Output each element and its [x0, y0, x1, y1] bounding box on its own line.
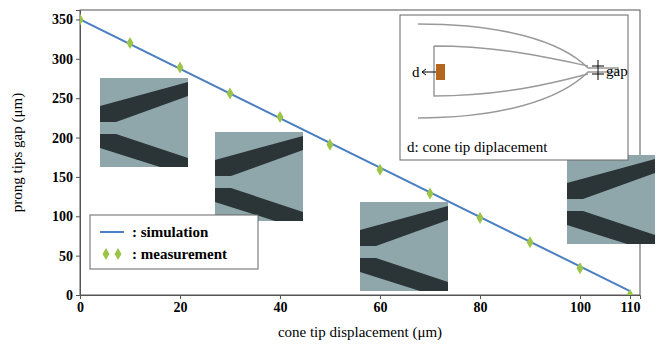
plot-frame	[80, 10, 640, 295]
tick: 150	[52, 170, 80, 185]
tick-mark	[180, 295, 181, 299]
tick: 100	[52, 209, 80, 224]
tick: 350	[52, 12, 80, 27]
photo-background	[567, 155, 655, 244]
photo-prong	[100, 134, 188, 167]
tick: 40	[274, 295, 288, 315]
tick-label: 100	[52, 209, 73, 224]
photo-prong	[567, 211, 655, 244]
measurement-point	[377, 164, 384, 176]
tick-label: 60	[374, 300, 388, 315]
photo-inset	[360, 202, 448, 291]
photo-prong	[215, 136, 303, 176]
tick-label: 40	[274, 300, 288, 315]
axis-line	[76, 11, 81, 296]
tick-mark	[76, 138, 80, 139]
annotation: d: cone tip diplacement	[407, 139, 548, 155]
cone-tip	[436, 64, 445, 80]
chart: 0 20 40 60 80 100 110 0 50 100 150 200 250 300 350 cone…	[0, 0, 660, 347]
tick-label: 110	[620, 300, 640, 315]
tick-label: 250	[52, 91, 73, 106]
tick: 50	[59, 249, 80, 264]
inset-outline	[418, 24, 618, 118]
tick-mark	[76, 98, 80, 99]
legend-label: : simulation	[132, 224, 209, 240]
tick-mark	[76, 216, 80, 217]
photo-background	[215, 132, 303, 221]
photo-background	[100, 78, 188, 167]
tick: 0	[77, 295, 84, 315]
tick-mark	[76, 19, 80, 20]
arrow	[422, 69, 436, 75]
tick-mark	[630, 295, 631, 299]
tick-mark	[76, 59, 80, 60]
tick: 100	[570, 295, 591, 315]
y-axis-title: prong tips gap (μm)	[9, 93, 26, 212]
tick-label: 350	[52, 12, 73, 27]
measurement-point	[127, 37, 134, 49]
photo-prong	[360, 206, 448, 246]
tick-label: 0	[66, 288, 73, 303]
y-axis: 0 50 100 150 200 250 300 350	[52, 11, 81, 303]
plot: 0 20 40 60 80 100 110 0 50 100 150 200 250 300 350	[52, 10, 641, 315]
legend-swatch	[100, 231, 124, 233]
photo-prong	[567, 159, 655, 199]
tick-mark	[76, 295, 80, 296]
tick-mark	[480, 295, 481, 299]
tick-label: 300	[52, 52, 73, 67]
tick-label: 20	[174, 300, 188, 315]
tick-label: 100	[570, 300, 591, 315]
data-layer	[80, 13, 633, 295]
measurement-point	[577, 262, 584, 274]
legend-swatch	[115, 248, 122, 260]
tick: 250	[52, 91, 80, 106]
tick: 20	[174, 295, 188, 315]
tick-label: 80	[474, 300, 488, 315]
legend-label: : measurement	[132, 246, 227, 262]
legend: : simulation : measurement	[90, 215, 258, 269]
legend-frame	[90, 215, 258, 269]
tick-label: 0	[77, 300, 84, 315]
photo-inset	[100, 78, 188, 167]
tick-label: 150	[52, 170, 73, 185]
tick: 80	[474, 295, 488, 315]
annotation: d	[412, 64, 420, 80]
inset-outline	[434, 46, 588, 96]
measurement-point	[477, 212, 484, 224]
tick: 0	[66, 288, 80, 303]
measurement-point	[80, 13, 83, 25]
measurement-point	[627, 289, 634, 295]
x-axis: 0 20 40 60 80 100 110	[77, 295, 641, 315]
legend-swatch	[103, 248, 110, 260]
measurement-point	[327, 139, 334, 151]
measurement-point	[427, 187, 434, 199]
axis-line	[81, 296, 641, 300]
photo-background	[360, 202, 448, 291]
tick-mark	[380, 295, 381, 299]
schematic-inset	[400, 15, 628, 160]
tick: 200	[52, 131, 80, 146]
gap-marker	[592, 60, 604, 80]
tick-mark	[76, 256, 80, 257]
photo-prong	[100, 82, 188, 122]
tick-mark	[280, 295, 281, 299]
measurement-point	[277, 111, 284, 123]
tick-label: 200	[52, 131, 73, 146]
measurement-point	[177, 61, 184, 73]
tick: 60	[374, 295, 388, 315]
measurement-point	[227, 87, 234, 99]
photo-inset	[567, 155, 655, 244]
photo-inset	[215, 132, 303, 221]
tick-mark	[580, 295, 581, 299]
inset-frame	[400, 15, 628, 160]
annotation: gap	[606, 63, 628, 79]
x-axis-title: cone tip displacement (μm)	[278, 324, 442, 341]
tick: 300	[52, 52, 80, 67]
measurement-point	[527, 236, 534, 248]
tick-label: 50	[59, 249, 73, 264]
photo-prong	[360, 258, 448, 291]
tick-mark	[76, 177, 80, 178]
tick: 110	[620, 295, 640, 315]
